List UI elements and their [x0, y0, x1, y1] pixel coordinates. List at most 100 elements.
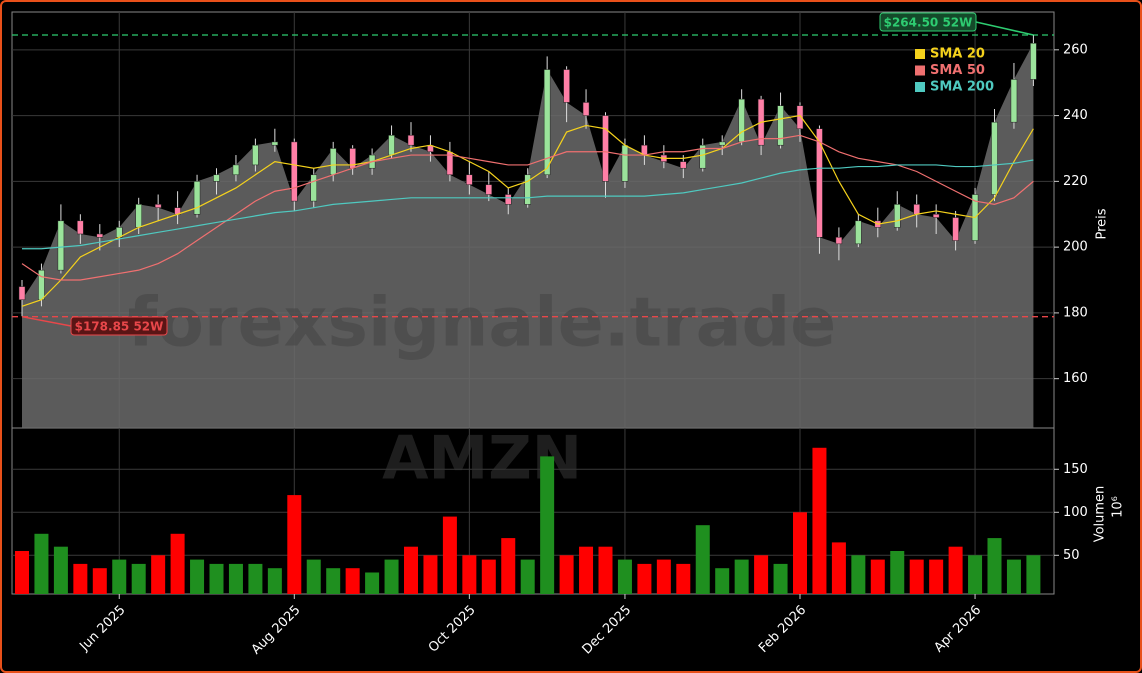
candle-body	[388, 135, 395, 156]
volume-bar	[968, 555, 983, 594]
candle-body	[738, 98, 745, 143]
volume-tick-label: 50	[1063, 548, 1080, 563]
volume-bar	[209, 563, 224, 594]
volume-bar	[676, 563, 691, 594]
volume-bar	[695, 525, 710, 594]
candle-body	[77, 220, 84, 235]
candle-body	[1010, 79, 1018, 123]
volume-bar	[540, 456, 555, 594]
volume-bar	[92, 568, 107, 594]
candle-body	[135, 204, 142, 228]
x-tick-label: Oct 2025	[426, 603, 479, 656]
candle-body	[718, 141, 726, 146]
volume-bar	[851, 555, 866, 594]
volume-bar	[715, 568, 730, 594]
annotation-label: $264.50 52W	[884, 16, 973, 30]
candle-body	[777, 105, 784, 146]
volume-bar	[1006, 559, 1021, 594]
watermark: forexsignale.trade	[128, 284, 837, 363]
candle-body	[991, 121, 998, 195]
candle-body	[894, 204, 901, 228]
volume-bar	[267, 568, 282, 594]
candle-body	[1030, 42, 1037, 80]
candle-body	[96, 233, 104, 238]
candle-body	[252, 144, 259, 166]
volume-bar	[190, 559, 205, 594]
volume-bar	[656, 559, 671, 594]
volume-bar	[948, 546, 963, 594]
volume-bar	[248, 563, 263, 594]
volume-bar	[909, 559, 924, 594]
y-tick-label: 160	[1063, 371, 1088, 386]
candle-body	[680, 161, 687, 169]
volume-bar	[131, 563, 146, 594]
candle-body	[466, 174, 473, 185]
legend-label: SMA 20	[930, 47, 985, 62]
volume-bar	[384, 559, 399, 594]
volume-tick-label: 150	[1063, 462, 1088, 477]
annotation-arrow	[21, 315, 72, 327]
candle-body	[271, 141, 279, 146]
candle-body	[543, 69, 551, 176]
volume-bar	[734, 559, 749, 594]
sma-line	[22, 159, 1034, 250]
candle-body	[932, 213, 940, 218]
x-tick-label: Apr 2026	[932, 603, 985, 656]
volume-bar	[73, 563, 88, 594]
volume-bar	[559, 555, 574, 594]
candle-body	[621, 144, 629, 182]
candle-body	[407, 135, 415, 146]
annotation-box	[879, 12, 977, 32]
volume-bar	[462, 555, 477, 594]
candle-body	[816, 128, 823, 238]
legend-label: SMA 50	[930, 63, 985, 78]
candle-body	[213, 174, 220, 182]
candle-body	[329, 148, 337, 176]
y-tick-label: 180	[1063, 305, 1088, 320]
volume-bar	[773, 563, 788, 594]
candle-body	[57, 220, 65, 271]
volume-bar	[151, 555, 166, 594]
y-axis-label: Preis	[1095, 208, 1110, 239]
volume-bar	[987, 538, 1002, 594]
volume-bar	[326, 568, 341, 594]
sma-line	[21, 114, 1034, 307]
x-tick-label: Aug 2025	[249, 603, 304, 658]
candle-body	[524, 174, 531, 205]
volume-exponent: 10⁶	[1111, 496, 1126, 518]
volume-bar	[34, 533, 49, 594]
candle-body	[291, 141, 298, 202]
y-tick-label: 220	[1063, 174, 1088, 189]
candle-body	[602, 115, 609, 182]
candle-body	[154, 204, 162, 208]
legend-swatch	[915, 82, 925, 92]
candle-body	[796, 105, 804, 129]
candle-body	[582, 102, 590, 116]
candle-body	[913, 204, 920, 215]
annotation-label: $178.85 52W	[75, 320, 164, 334]
volume-bar	[870, 559, 885, 594]
volume-bar	[793, 512, 807, 594]
candle-body	[563, 69, 570, 103]
candle-body	[193, 181, 201, 215]
candle-body	[310, 174, 317, 202]
x-tick-label: Jun 2025	[77, 603, 129, 655]
y-tick-label: 260	[1063, 42, 1088, 57]
y-tick-label: 240	[1063, 108, 1088, 123]
volume-bar	[306, 559, 321, 594]
volume-bar	[579, 546, 594, 594]
volume-bar	[1026, 555, 1041, 594]
volume-bar	[423, 555, 438, 594]
candle-body	[952, 217, 959, 241]
candle-body	[232, 164, 240, 176]
volume-bar	[481, 559, 496, 594]
x-tick-label: Dec 2025	[580, 603, 635, 658]
candle-body	[505, 194, 512, 205]
volume-bar	[228, 563, 243, 594]
volume-bar	[598, 546, 613, 594]
volume-bar	[287, 495, 302, 594]
volume-bar	[501, 538, 516, 594]
volume-bar	[890, 550, 905, 594]
